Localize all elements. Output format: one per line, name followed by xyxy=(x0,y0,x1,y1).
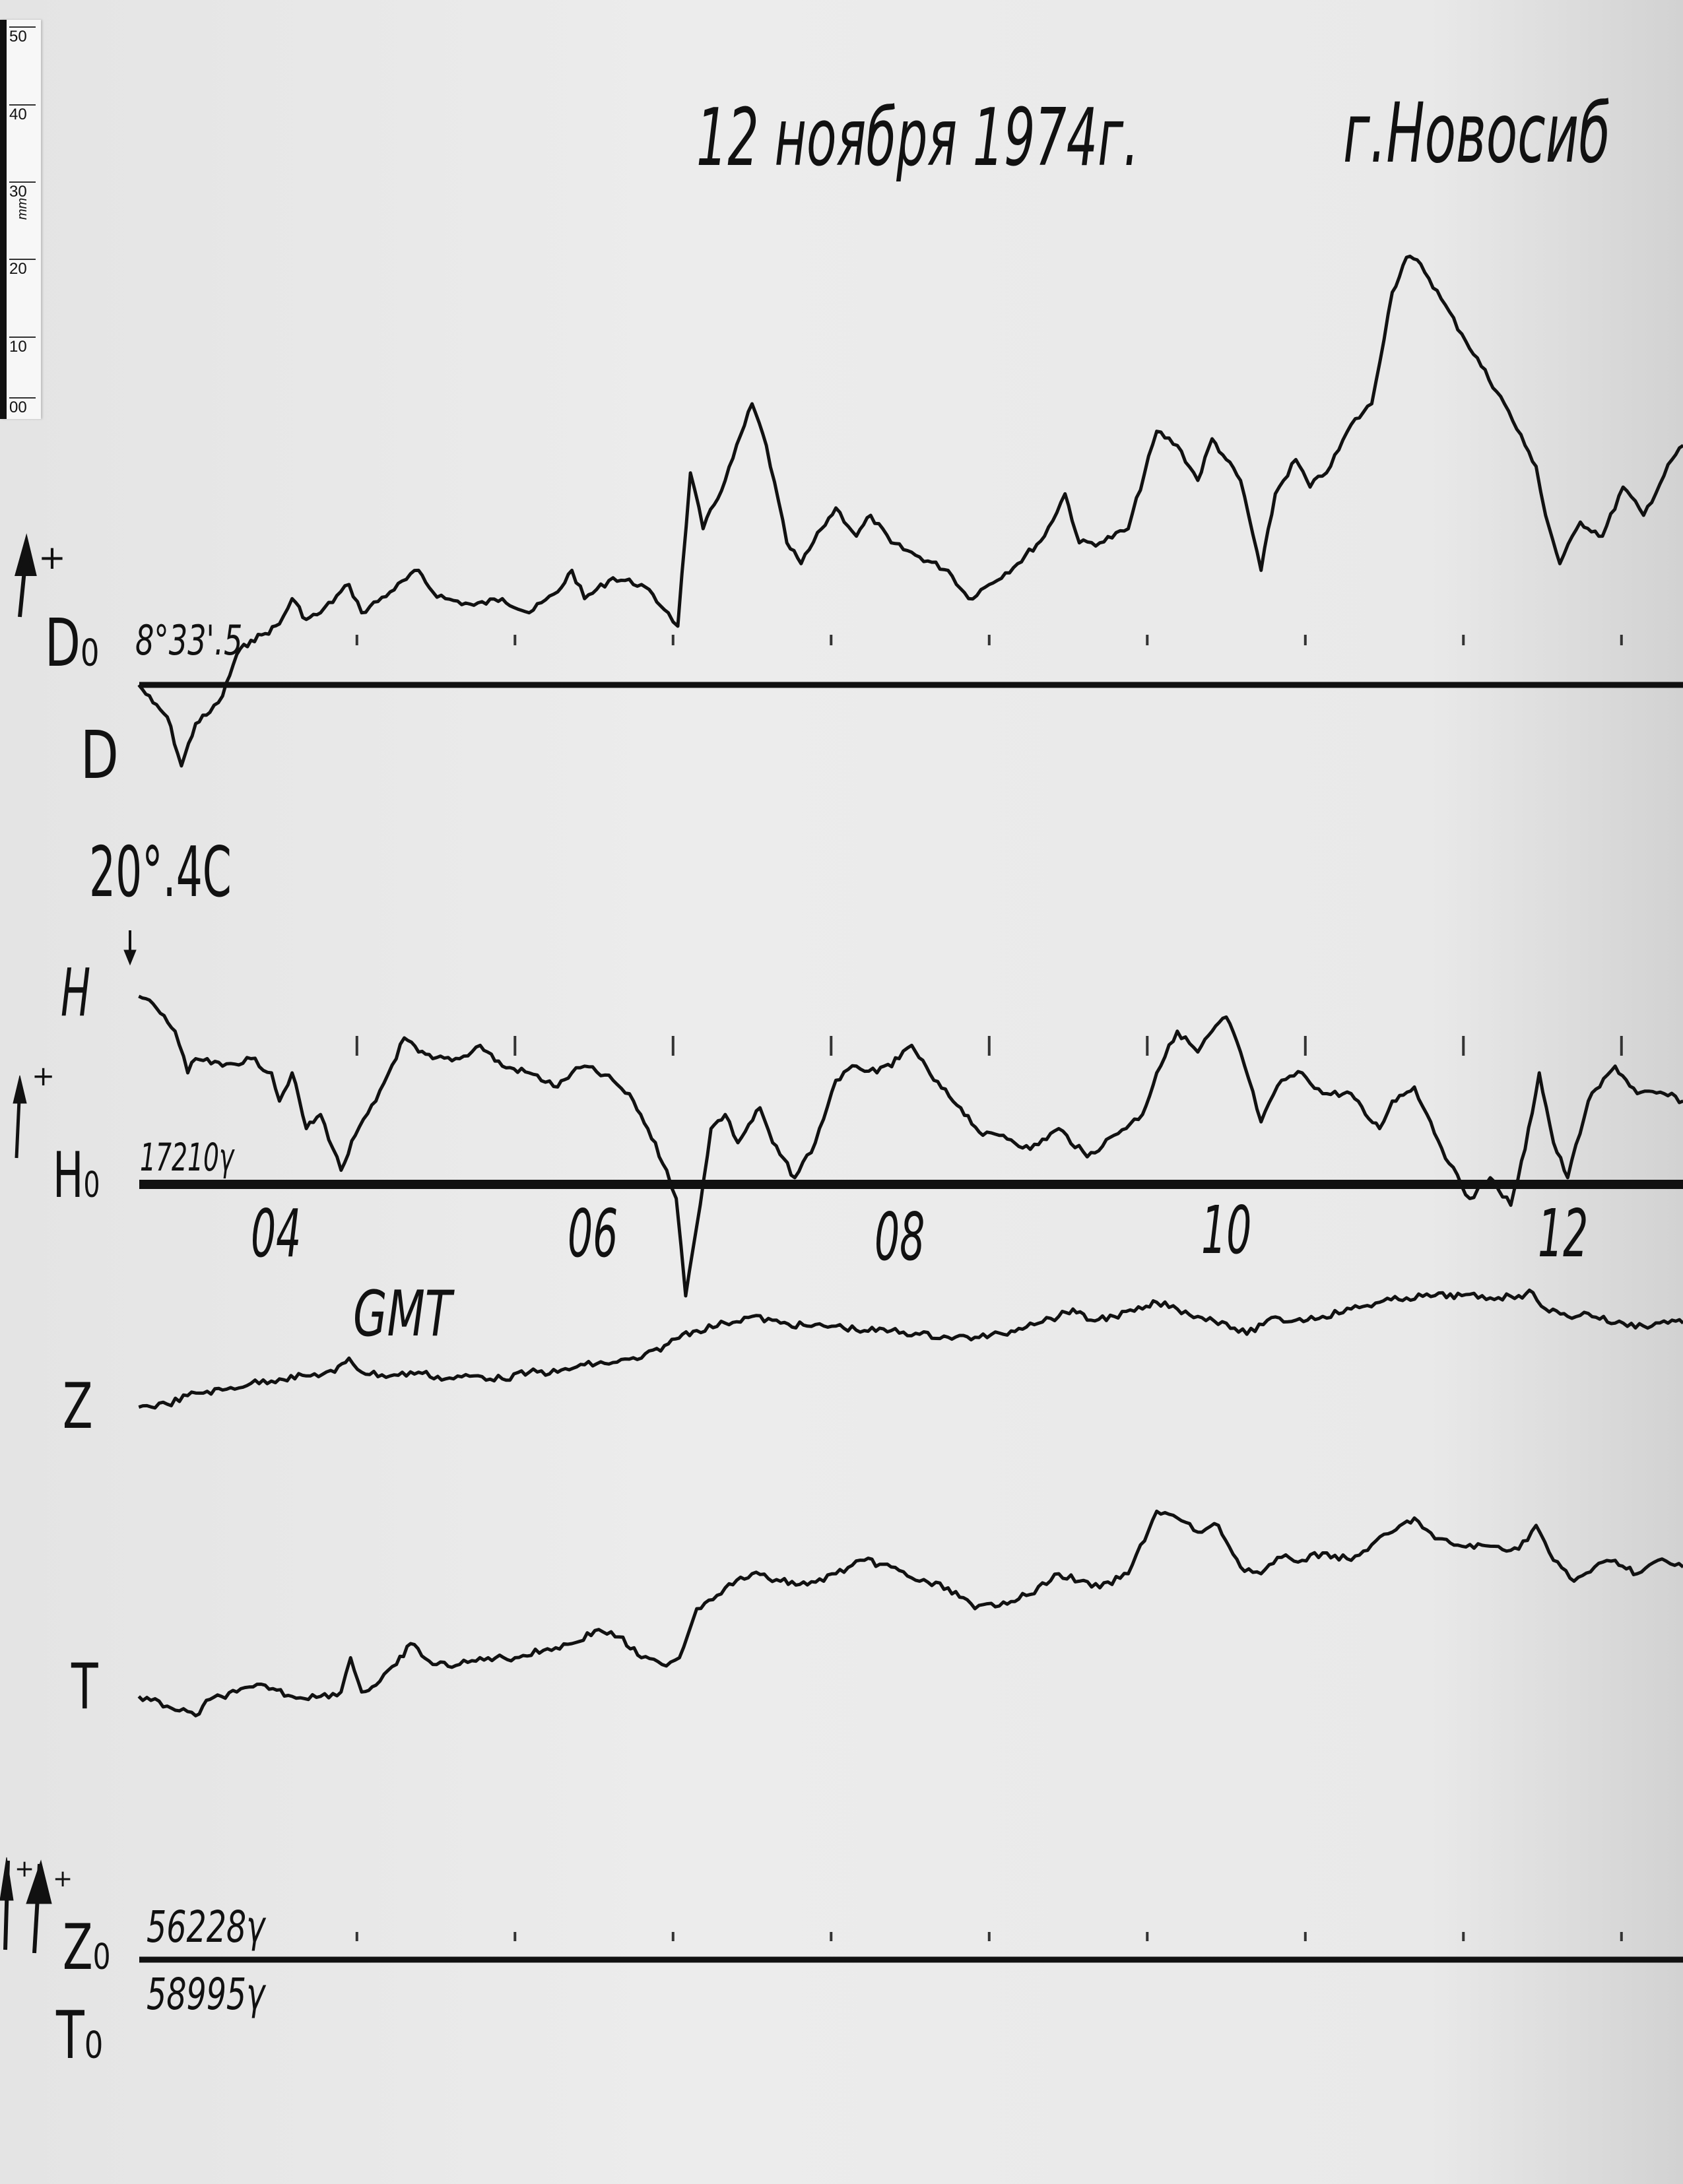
hour-mark xyxy=(1146,635,1149,645)
hour-mark xyxy=(513,1036,517,1056)
hour-mark xyxy=(1620,1036,1623,1056)
d-plus-arrow-icon xyxy=(15,533,37,618)
h-plus-sign: + xyxy=(32,1060,55,1092)
hour-mark xyxy=(987,1036,991,1056)
date-title: 12 ноября 1974г. xyxy=(696,92,1139,184)
x-tick-label: 06 xyxy=(568,1195,618,1272)
hour-mark xyxy=(987,635,991,645)
z-base-label: Z₀ xyxy=(63,1911,111,1984)
x-tick-label: 10 xyxy=(1201,1192,1252,1269)
t-base-label: T₀ xyxy=(56,1997,103,2074)
d-trace-label: D xyxy=(81,717,119,794)
hour-mark xyxy=(1146,1932,1149,1941)
x-tick-label: 12 xyxy=(1538,1195,1589,1272)
z-trace-label: Z xyxy=(63,1370,93,1443)
t-trace-label: T xyxy=(71,1651,98,1723)
hour-mark xyxy=(1462,635,1465,645)
x-axis-label: GMT xyxy=(353,1278,452,1351)
hour-mark xyxy=(1462,1932,1465,1941)
h-trace-label: H xyxy=(61,954,91,1031)
trace-h xyxy=(138,994,1683,1298)
hour-mark xyxy=(513,1932,517,1941)
mm-ruler: 50 40 30 20 10 00 mm xyxy=(0,20,41,419)
hour-mark xyxy=(830,635,833,645)
hour-mark xyxy=(1146,1036,1149,1056)
d-plus-sign: + xyxy=(38,538,66,577)
hour-mark xyxy=(1462,1036,1465,1056)
hour-mark xyxy=(830,1932,833,1941)
hour-mark xyxy=(830,1036,833,1056)
hour-mark xyxy=(1304,1932,1307,1941)
ruler-label: 00 xyxy=(9,397,36,417)
hour-mark xyxy=(1304,635,1307,645)
x-tick-label: 04 xyxy=(251,1195,302,1272)
trace-t xyxy=(137,1509,1683,1718)
hour-mark xyxy=(671,1932,675,1941)
hour-mark xyxy=(355,635,358,645)
ruler-label: 20 xyxy=(9,259,36,278)
hour-mark xyxy=(513,635,517,645)
hour-mark xyxy=(355,1036,358,1056)
t-base-value: 58995γ xyxy=(147,1969,265,2020)
h-base-label: H₀ xyxy=(53,1140,100,1212)
d-base-value: 8°33'.5 xyxy=(135,616,243,664)
h-plus-arrow-icon xyxy=(13,1075,27,1159)
trace-d xyxy=(137,254,1683,768)
z-plus-arrow-icon xyxy=(0,1857,14,1950)
temperature-label: 20°.4C xyxy=(89,832,232,913)
hour-mark xyxy=(671,635,675,645)
trace-z xyxy=(138,1288,1683,1410)
ruler-label: 10 xyxy=(9,337,36,356)
hour-mark xyxy=(1620,1932,1623,1941)
temperature-down-arrow-icon xyxy=(123,930,137,966)
hour-mark xyxy=(987,1932,991,1941)
hour-mark xyxy=(1620,635,1623,645)
h-base-value: 17210γ xyxy=(140,1135,234,1180)
hour-mark xyxy=(671,1036,675,1056)
ruler-label: 50 xyxy=(9,26,36,46)
x-tick-label: 08 xyxy=(874,1198,925,1275)
hour-mark xyxy=(1304,1036,1307,1056)
t-plus-sign: + xyxy=(53,1865,73,1892)
z-plus-sign: + xyxy=(15,1855,35,1882)
hour-mark xyxy=(355,1932,358,1941)
ruler-label: 40 xyxy=(9,104,36,124)
z-base-value: 56228γ xyxy=(147,1902,265,1952)
t-plus-arrow-icon xyxy=(26,1859,52,1954)
ruler-label: 30 xyxy=(9,181,36,201)
d-base-label: D₀ xyxy=(45,604,99,682)
city-title: г.Новосиб xyxy=(1343,86,1610,181)
